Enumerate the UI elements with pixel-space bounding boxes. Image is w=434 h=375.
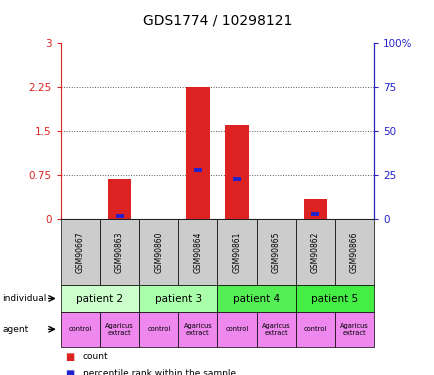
Bar <box>115 214 123 218</box>
Text: Agaricus
extract: Agaricus extract <box>183 323 212 336</box>
Text: GSM90861: GSM90861 <box>232 231 241 273</box>
Text: GSM90863: GSM90863 <box>115 231 124 273</box>
Text: GSM90865: GSM90865 <box>271 231 280 273</box>
Text: control: control <box>69 326 92 332</box>
Bar <box>108 179 131 219</box>
Bar <box>311 212 319 216</box>
Text: ■: ■ <box>65 352 74 362</box>
Text: ■: ■ <box>65 369 74 375</box>
Bar <box>233 177 240 181</box>
Text: Agaricus
extract: Agaricus extract <box>339 323 368 336</box>
Text: patient 3: patient 3 <box>155 294 201 303</box>
Bar <box>194 168 201 172</box>
Text: agent: agent <box>2 325 28 334</box>
Text: Agaricus
extract: Agaricus extract <box>261 323 290 336</box>
Text: GDS1774 / 10298121: GDS1774 / 10298121 <box>142 13 292 27</box>
Text: individual: individual <box>2 294 46 303</box>
Text: control: control <box>147 326 170 332</box>
Bar <box>303 199 326 219</box>
Text: percentile rank within the sample: percentile rank within the sample <box>82 369 235 375</box>
Text: patient 4: patient 4 <box>233 294 279 303</box>
Text: patient 5: patient 5 <box>311 294 358 303</box>
Text: count: count <box>82 352 108 361</box>
Text: GSM90860: GSM90860 <box>154 231 163 273</box>
Text: GSM90667: GSM90667 <box>76 231 85 273</box>
Text: Agaricus
extract: Agaricus extract <box>105 323 134 336</box>
Text: GSM90866: GSM90866 <box>349 231 358 273</box>
Text: control: control <box>225 326 248 332</box>
Bar <box>186 87 209 219</box>
Text: control: control <box>303 326 326 332</box>
Text: patient 2: patient 2 <box>76 294 123 303</box>
Text: GSM90862: GSM90862 <box>310 231 319 273</box>
Bar <box>225 125 248 219</box>
Text: GSM90864: GSM90864 <box>193 231 202 273</box>
